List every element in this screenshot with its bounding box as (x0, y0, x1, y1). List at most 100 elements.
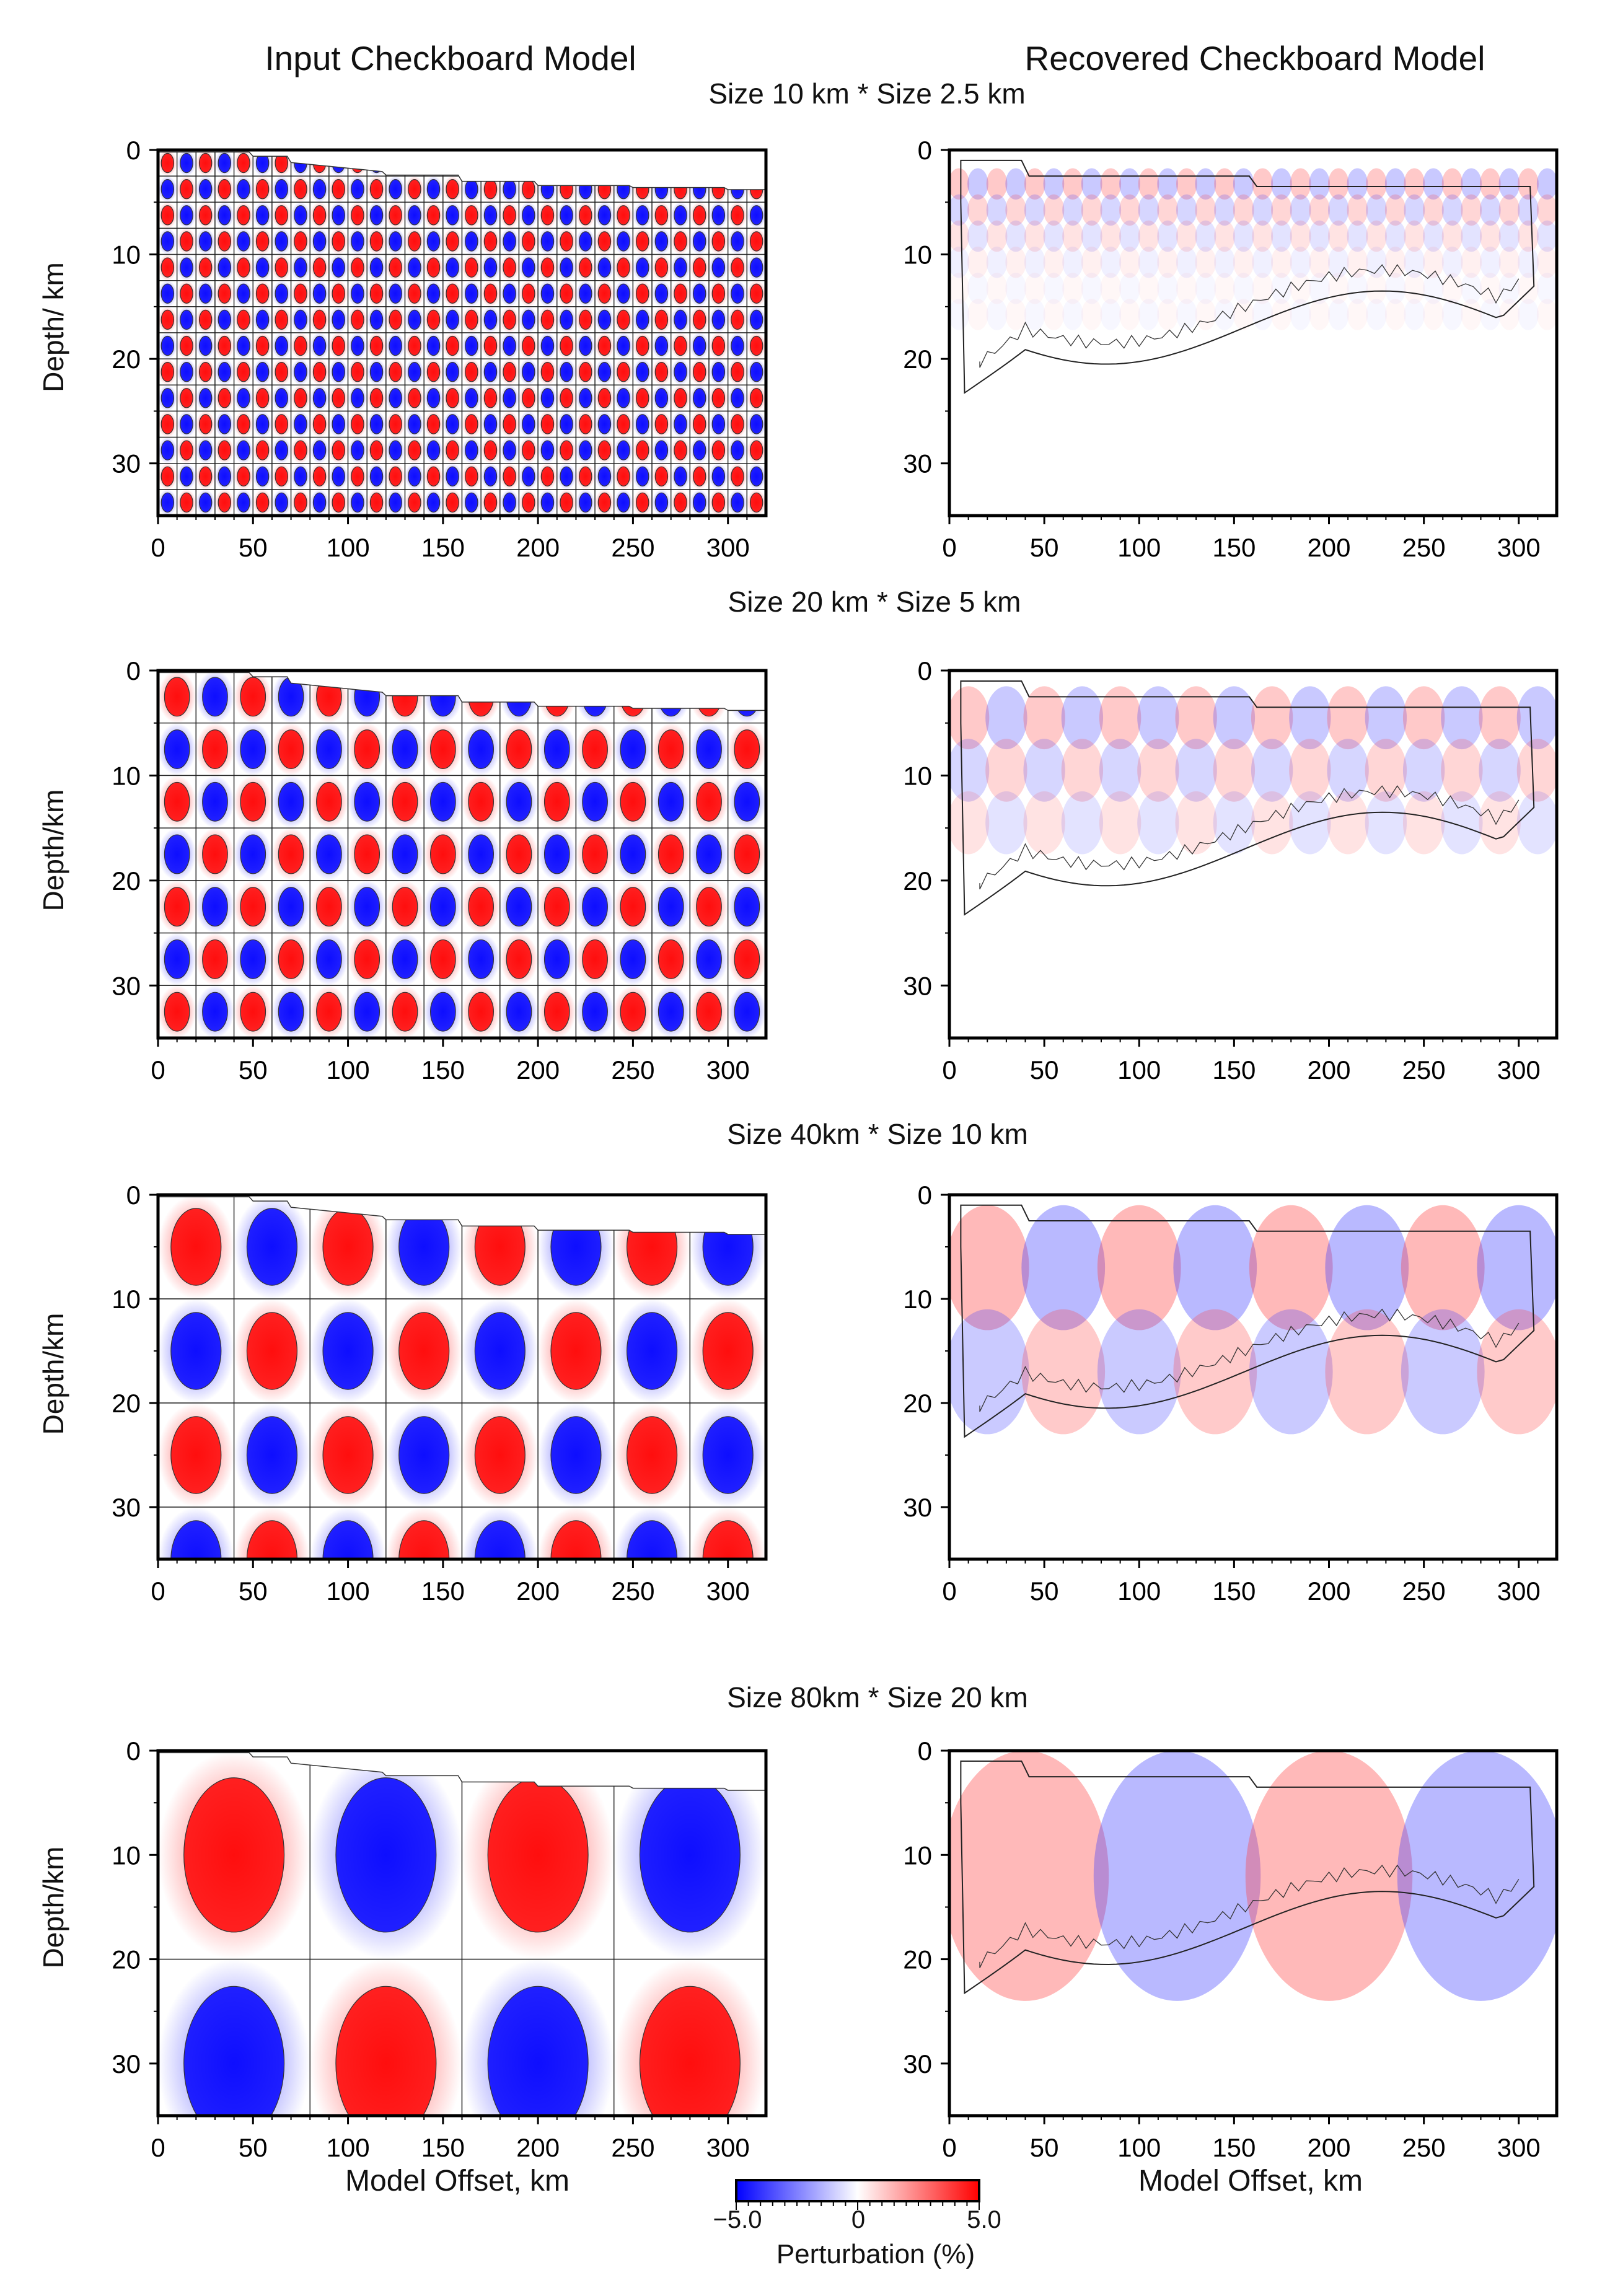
checker-cell (614, 358, 634, 385)
recovered-patch (1289, 791, 1331, 855)
checker-cell (233, 201, 253, 229)
y-tick-label: 20 (112, 1389, 141, 1418)
x-tick-label: 250 (611, 1577, 654, 1606)
checker-cell (651, 410, 672, 438)
recovered-patch (1119, 220, 1140, 252)
recovered-patch (1498, 168, 1520, 200)
recovered-patch (1081, 273, 1102, 304)
checker-cell (423, 827, 463, 881)
checker-cell (671, 280, 691, 307)
recovered-patch (1043, 220, 1065, 252)
checker-cell (347, 358, 367, 385)
checker-cell (195, 227, 216, 255)
checker-cell (575, 384, 596, 412)
checker-cell (176, 150, 197, 177)
checker-cell (594, 436, 615, 464)
checker-cell (727, 410, 748, 438)
checker-cell (614, 253, 634, 281)
checker-cell (727, 253, 748, 281)
checker-cell (614, 384, 634, 412)
recovered-patch (1327, 739, 1369, 802)
checker-cell (727, 932, 766, 986)
checker-cell (537, 227, 558, 255)
recovered-patch (1309, 246, 1331, 278)
checker-cell (252, 201, 273, 229)
checker-cell (328, 175, 349, 203)
recovered-patch (949, 1309, 1029, 1435)
x-tick-label: 150 (1212, 533, 1256, 562)
checker-cell (480, 253, 501, 281)
checker-cell (461, 436, 482, 464)
checker-cell (537, 880, 577, 934)
checker-cell (632, 358, 653, 385)
checker-cell (556, 410, 577, 438)
recovered-patch (1252, 168, 1273, 200)
checker-cell (176, 175, 197, 203)
colorbar-min-label: −5.0 (713, 2206, 762, 2233)
x-tick-label: 100 (327, 1577, 370, 1606)
recovered-patch (1099, 791, 1142, 855)
checker-cell (158, 985, 197, 1038)
checker-cell (404, 410, 424, 438)
recovered-patch (1097, 1309, 1181, 1435)
checker-cell (158, 253, 178, 281)
recovered-patch (1498, 299, 1520, 330)
checker-cell (271, 280, 292, 307)
x-tick-label: 300 (706, 1577, 750, 1606)
checker-cell (594, 306, 615, 333)
x-tick-label: 100 (1117, 1055, 1161, 1084)
recovered-patch (1365, 739, 1407, 802)
checker-cell (727, 463, 748, 490)
row-title-1: Size 10 km * Size 2.5 km (708, 77, 1026, 110)
checker-cell (575, 489, 596, 516)
recovered-patch (1252, 220, 1273, 252)
checker-cell (385, 1402, 463, 1508)
checker-cell (614, 1298, 691, 1404)
x-tick-label: 100 (1117, 533, 1161, 562)
checker-cell (423, 880, 463, 934)
checker-cell (347, 201, 367, 229)
checker-cell (499, 410, 520, 438)
checker-cell (499, 489, 520, 516)
checker-cell (575, 280, 596, 307)
checker-cell (689, 227, 710, 255)
recovered-patch (967, 273, 988, 304)
checker-cell (499, 775, 539, 829)
checker-cell (614, 723, 653, 776)
checker-cell (537, 253, 558, 281)
x-tick-label: 50 (1030, 1055, 1059, 1084)
x-tick-label: 0 (942, 533, 956, 562)
recovered-patch (1441, 273, 1463, 304)
recovered-patch (1404, 168, 1425, 200)
checker-cell (499, 436, 520, 464)
recovered-patch (1062, 273, 1083, 304)
checker-cell (461, 410, 482, 438)
recovered-patch (1289, 739, 1331, 802)
checker-cell (271, 306, 292, 333)
checker-cell (689, 723, 729, 776)
checker-cell (537, 463, 558, 490)
checker-cell (499, 723, 539, 776)
checker-cell (632, 253, 653, 281)
colorbar-max-label: 5.0 (967, 2206, 1001, 2233)
checker-cell (499, 384, 520, 412)
checker-cell (176, 227, 197, 255)
checker-cell (271, 723, 310, 776)
checker-cell (442, 175, 463, 203)
checker-cell (366, 489, 387, 516)
checker-cell (366, 463, 387, 490)
checker-cell (195, 827, 235, 881)
checker-cell (271, 436, 292, 464)
checker-cell (537, 306, 558, 333)
checker-cell (214, 489, 235, 516)
checker-cell (404, 227, 424, 255)
topography-line (158, 1196, 766, 1235)
checker-cell (214, 175, 235, 203)
checker-cell (651, 880, 691, 934)
checker-cell (708, 306, 729, 333)
checker-cell (347, 384, 367, 412)
checker-cell (537, 358, 558, 385)
recovered-patch (1099, 739, 1142, 802)
checker-cell (195, 150, 216, 177)
checker-cell (442, 384, 463, 412)
